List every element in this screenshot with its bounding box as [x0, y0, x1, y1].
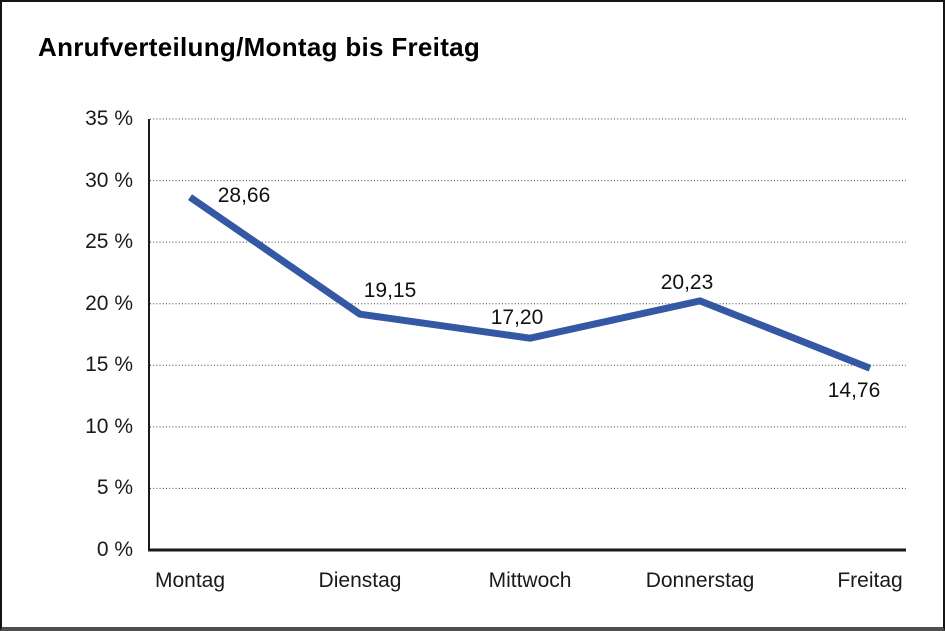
- data-label: 28,66: [217, 184, 271, 208]
- data-label: 17,20: [490, 306, 544, 330]
- data-label: 14,76: [827, 379, 881, 403]
- y-tick-label: 30 %: [85, 168, 133, 192]
- x-axis-label: Montag: [154, 569, 226, 592]
- y-tick-label: 20 %: [85, 291, 133, 315]
- chart-title: Anrufverteilung/Montag bis Freitag: [38, 32, 481, 62]
- y-tick-label: 10 %: [85, 414, 133, 438]
- x-axis-label: Mittwoch: [488, 569, 572, 592]
- series-group: [188, 194, 872, 372]
- y-tick-label: 5 %: [96, 476, 133, 500]
- y-tick-label: 15 %: [85, 353, 133, 377]
- axes-group: [148, 119, 906, 552]
- y-tick-label: 35 %: [85, 107, 133, 130]
- data-label: 20,23: [660, 270, 714, 294]
- series-line: [188, 194, 872, 372]
- data-label: 19,15: [363, 279, 417, 303]
- y-tick-label: 0 %: [96, 538, 133, 561]
- x-axis-label: Dienstag: [318, 569, 402, 592]
- x-axis-label: Donnerstag: [645, 569, 755, 592]
- gridlines-group: [150, 118, 906, 489]
- x-axis-label: Freitag: [837, 569, 903, 592]
- y-tick-label: 25 %: [85, 230, 133, 254]
